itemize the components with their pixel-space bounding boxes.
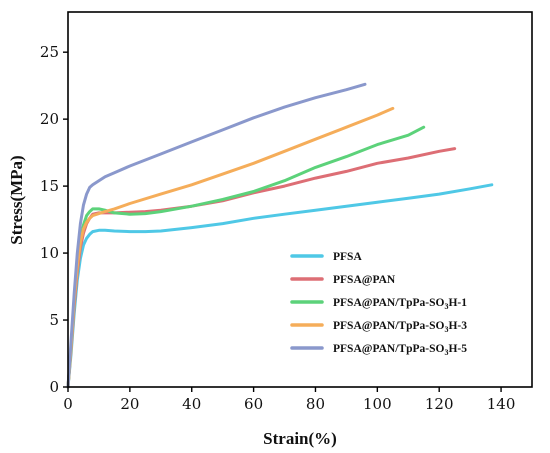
x-tick-label-3: 60	[244, 395, 263, 413]
ticks-layer: 0 20 40 60 80 100 120 140 0 5 10 15 20 25	[40, 43, 515, 413]
series-line-4	[66, 106, 395, 389]
legend-label-4: PFSA@PAN/TpPa-SO3H-3	[333, 320, 467, 334]
x-tick-label-2: 40	[182, 395, 201, 413]
legend-label-subscript: 3	[444, 325, 448, 334]
legend: PFSAPFSA@PANPFSA@PAN/TpPa-SO3H-1PFSA@PAN…	[290, 251, 467, 357]
y-tick-label-2: 10	[40, 244, 59, 262]
y-tick-label-5: 25	[40, 43, 59, 61]
legend-label-main: PFSA@PAN/TpPa-SO	[333, 343, 444, 355]
axes-layer	[67, 11, 533, 388]
y-tick-label-3: 15	[40, 177, 59, 195]
series-line-1	[66, 183, 494, 389]
legend-label-subscript: 3	[444, 348, 448, 357]
legend-label-subscript: 3	[444, 302, 448, 311]
y-tick-label-4: 20	[40, 110, 59, 128]
x-tick-label-0: 0	[63, 395, 73, 413]
legend-label-main: PFSA@PAN	[333, 274, 396, 286]
y-tick-label-0: 0	[49, 378, 59, 396]
y-tick-label-1: 5	[49, 311, 59, 329]
x-tick-label-6: 120	[425, 395, 454, 413]
legend-label-tail: H-1	[448, 297, 467, 309]
x-tick-label-7: 140	[487, 395, 516, 413]
legend-label-main: PFSA@PAN/TpPa-SO	[333, 320, 444, 332]
series-layer	[66, 82, 494, 389]
legend-label-main: PFSA@PAN/TpPa-SO	[333, 297, 444, 309]
legend-label-3: PFSA@PAN/TpPa-SO3H-1	[333, 297, 467, 311]
legend-label-main: PFSA	[333, 251, 362, 263]
y-axis-title: Stress(MPa)	[7, 155, 26, 244]
legend-label-5: PFSA@PAN/TpPa-SO3H-5	[333, 343, 467, 357]
x-tick-label-4: 80	[306, 395, 325, 413]
series-line-5	[66, 82, 367, 389]
legend-label-tail: H-5	[448, 343, 467, 355]
x-tick-label-5: 100	[363, 395, 392, 413]
legend-label-1: PFSA	[333, 251, 362, 263]
x-tick-label-1: 20	[120, 395, 139, 413]
legend-label-2: PFSA@PAN	[333, 274, 396, 286]
plot-frame	[67, 11, 533, 388]
legend-label-tail: H-3	[448, 320, 467, 332]
x-axis-title: Strain(%)	[263, 429, 337, 448]
